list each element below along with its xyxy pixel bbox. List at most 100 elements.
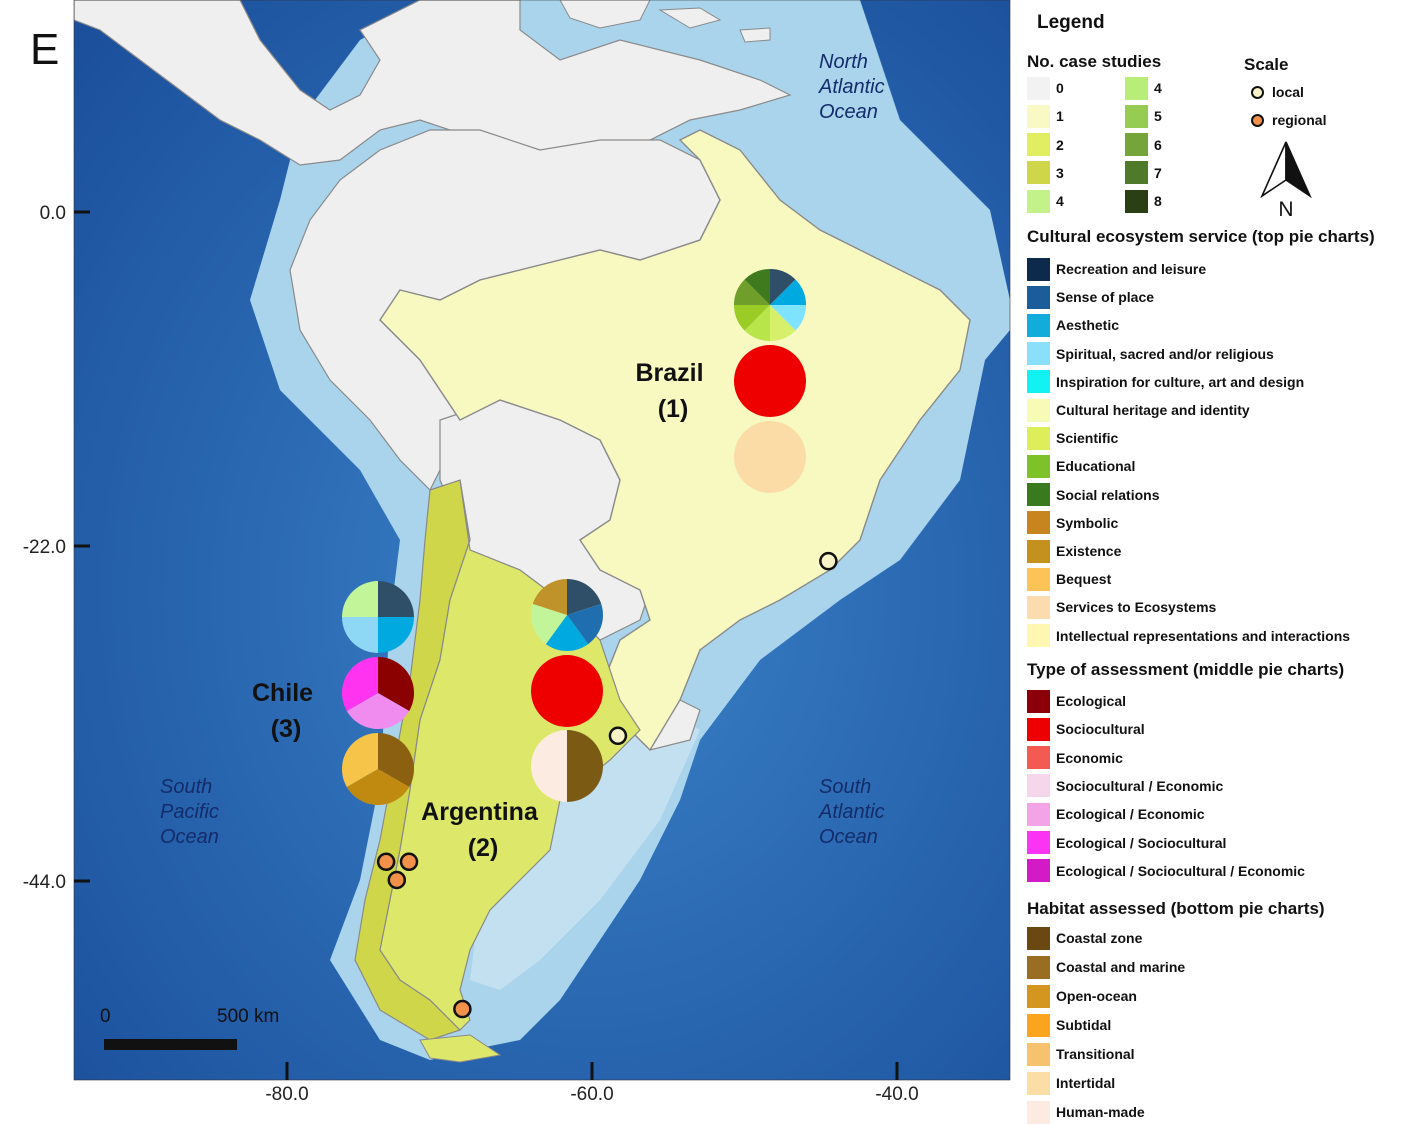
scale-item-regional: regional bbox=[1251, 110, 1326, 130]
ncase-item: 5 bbox=[1125, 104, 1162, 128]
legend-swatch bbox=[1027, 802, 1050, 826]
study-points bbox=[376, 551, 838, 1019]
study-point-regional bbox=[376, 852, 396, 872]
legend-label: Bequest bbox=[1056, 571, 1112, 588]
pie-chile-assessment-slice bbox=[378, 657, 415, 711]
pie-brazil-ces-slice bbox=[744, 305, 770, 341]
scale-label: local bbox=[1272, 84, 1304, 100]
legend-swatch bbox=[1027, 398, 1050, 422]
legend-label: Subtidal bbox=[1056, 1017, 1112, 1033]
scale-label: regional bbox=[1272, 112, 1327, 128]
pie-brazil-habitat bbox=[734, 421, 806, 493]
legend-swatch bbox=[1027, 189, 1050, 213]
pie-argentina-ces-slice bbox=[545, 615, 589, 651]
legend-label: Aesthetic bbox=[1056, 317, 1120, 334]
legend-label: Human-made bbox=[1056, 1104, 1145, 1120]
legend-swatch bbox=[1027, 539, 1050, 563]
ces-item: Sense of place bbox=[1027, 285, 1154, 309]
legend-label: 4 bbox=[1154, 80, 1162, 96]
pie-chile-habitat bbox=[342, 733, 415, 805]
study-point-regional bbox=[453, 999, 472, 1019]
legend-swatch bbox=[1027, 257, 1050, 281]
pie-brazil-ces-slice bbox=[734, 279, 770, 305]
legend-label: 6 bbox=[1154, 136, 1162, 153]
legend-swatch bbox=[1027, 370, 1050, 394]
country-labels: Brazil (1) Argentina (2) Chile (3) bbox=[252, 359, 704, 862]
legend-title: Legend bbox=[1037, 12, 1105, 33]
habitat-item: Subtidal bbox=[1027, 1013, 1111, 1037]
assessment-item: Ecological / Sociocultural bbox=[1027, 831, 1226, 855]
pie-brazil-ces-slice bbox=[770, 305, 806, 331]
study-point-local bbox=[608, 726, 628, 746]
legend-label: 2 bbox=[1056, 136, 1064, 153]
legend-label: 5 bbox=[1154, 108, 1162, 125]
legend-label: Educational bbox=[1056, 458, 1136, 475]
legend-swatch bbox=[1125, 76, 1148, 100]
pie-chile-ces-slice bbox=[342, 617, 378, 653]
legend-label: Economic bbox=[1056, 749, 1123, 766]
ocean-label-north-atlantic: North Atlantic Ocean bbox=[818, 51, 890, 123]
legend-swatch bbox=[1027, 1100, 1050, 1124]
legend-swatch bbox=[1125, 161, 1148, 185]
pie-argentina-habitat bbox=[531, 730, 603, 802]
pie-chile-ces bbox=[342, 581, 414, 653]
legend-swatch bbox=[1027, 1071, 1050, 1095]
pie-argentina-habitat-slice bbox=[531, 730, 567, 802]
legend-label: Recreation and leisure bbox=[1056, 261, 1207, 277]
ncase-item: 7 bbox=[1125, 161, 1162, 185]
ces-item: Spiritual, sacred and/or religious bbox=[1027, 342, 1274, 366]
legend-swatch bbox=[1027, 567, 1050, 591]
legend-label: Cultural heritage and identity bbox=[1056, 402, 1250, 418]
ncase-item: 0 bbox=[1027, 76, 1064, 100]
pie-chile-ces-slice bbox=[378, 581, 414, 617]
map-frame bbox=[74, 0, 1010, 1080]
legend-label: Ecological bbox=[1056, 693, 1127, 709]
legend-swatch bbox=[1027, 831, 1050, 854]
country-label-chile: Chile (3) bbox=[252, 679, 320, 743]
legend-label: Existence bbox=[1056, 543, 1122, 559]
pie-chile-assessment-slice bbox=[342, 657, 378, 711]
scale-bar-line bbox=[104, 1039, 237, 1050]
legend-swatch bbox=[1027, 774, 1050, 798]
legend-label: Open-ocean bbox=[1056, 988, 1137, 1004]
legend-label: 3 bbox=[1056, 164, 1064, 181]
panel-letter: E bbox=[30, 25, 59, 74]
legend-swatch bbox=[1027, 313, 1050, 337]
legend-label: 1 bbox=[1056, 108, 1064, 125]
legend-swatch bbox=[1027, 746, 1050, 770]
legend-label: Intertidal bbox=[1056, 1075, 1116, 1091]
legend-label: Scientific bbox=[1056, 430, 1119, 447]
legend: Legend No. case studies 0 1 2 3 4 4 5 6 7 8 Scale… bbox=[1015, 0, 1407, 1125]
legend-swatch bbox=[1027, 595, 1050, 619]
pie-chile-ces-slice bbox=[378, 617, 414, 653]
assessment-item: Sociocultural bbox=[1027, 717, 1145, 741]
legend-label: 4 bbox=[1056, 193, 1064, 210]
legend-swatch bbox=[1027, 717, 1050, 741]
habitat-item: Transitional bbox=[1027, 1042, 1135, 1066]
legend-label: Social relations bbox=[1056, 486, 1160, 503]
legend-swatch bbox=[1027, 955, 1050, 979]
legend-swatch bbox=[1027, 1013, 1050, 1037]
scale-title: Scale bbox=[1244, 55, 1289, 74]
legend-swatch bbox=[1027, 624, 1050, 648]
habitat-item: Open-ocean bbox=[1027, 984, 1137, 1008]
study-point-regional bbox=[399, 852, 419, 872]
pie-chile-ces-slice bbox=[342, 581, 378, 617]
ces-item: Intellectual representations and interac… bbox=[1027, 624, 1350, 648]
legend-label: Coastal zone bbox=[1056, 930, 1143, 946]
assessment-item: Ecological / Sociocultural / Economic bbox=[1027, 859, 1305, 883]
assessment-item: Sociocultural / Economic bbox=[1027, 774, 1223, 798]
y-tick-label: -44.0 bbox=[23, 872, 66, 893]
legend-swatch bbox=[1027, 76, 1050, 100]
pie-brazil-ces-slice bbox=[734, 305, 770, 331]
y-tick-label: -22.0 bbox=[23, 537, 66, 558]
legend-label: Services to Ecosystems bbox=[1056, 599, 1217, 616]
pie-chile-assessment-slice bbox=[346, 693, 410, 729]
legend-swatch bbox=[1027, 133, 1050, 157]
legend-label: Inspiration for culture, art and design bbox=[1056, 373, 1305, 390]
legend-swatch bbox=[1027, 342, 1050, 366]
legend-label: Transitional bbox=[1056, 1046, 1135, 1062]
habitat-title: Habitat assessed (bottom pie charts) bbox=[1027, 899, 1325, 918]
ocean-label-south-atlantic: South Atlantic Ocean bbox=[818, 776, 890, 848]
assessment-title: Type of assessment (middle pie charts) bbox=[1027, 660, 1345, 679]
